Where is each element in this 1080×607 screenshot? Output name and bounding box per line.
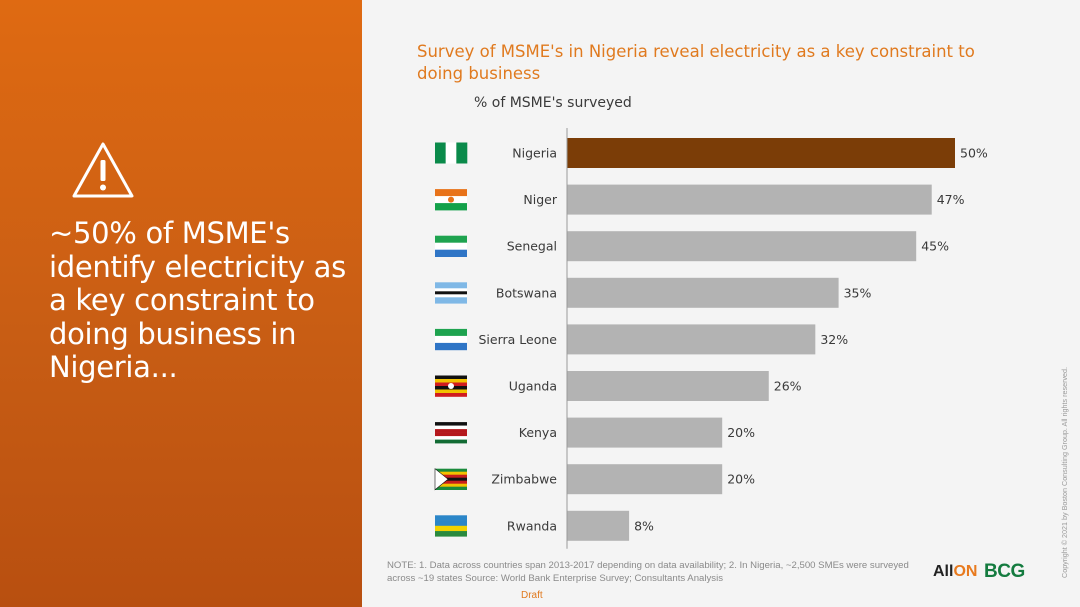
chart-subtitle: % of MSME's surveyed: [474, 95, 632, 111]
category-label: Niger: [523, 192, 557, 207]
flag-icon: [435, 142, 468, 164]
data-label: 26%: [774, 379, 802, 394]
flag-icon: [435, 328, 467, 351]
flag-icon: [434, 468, 467, 491]
bar-chart: Nigeria 50% Niger 47% Senegal 45% Botswana 35% S…: [434, 128, 988, 549]
footnote: NOTE: 1. Data across countries span 2013…: [387, 560, 909, 584]
headline: ~50% of MSME's identify electricity as a…: [49, 216, 346, 384]
data-label: 8%: [634, 518, 654, 533]
bar: [567, 417, 723, 448]
category-label: Nigeria: [512, 146, 557, 161]
flag-icon: [435, 189, 467, 211]
data-label: 35%: [844, 285, 872, 300]
copyright-text: Copyright © 2021 by Boston Consulting Gr…: [1060, 366, 1069, 578]
bar: [567, 138, 955, 168]
left-panel: ~50% of MSME's identify electricity as a…: [0, 0, 362, 607]
bar: [567, 464, 723, 495]
allon-logo: AllON: [933, 563, 978, 580]
bar: [567, 231, 917, 262]
bar: [567, 371, 769, 401]
data-label: 50%: [960, 146, 988, 161]
warning-triangle-icon: [72, 142, 134, 198]
data-label: 20%: [727, 425, 755, 440]
draft-label: Draft: [521, 590, 543, 601]
data-label: 20%: [727, 472, 755, 487]
data-label: 45%: [921, 239, 949, 254]
category-label: Sierra Leone: [479, 332, 558, 347]
category-label: Uganda: [509, 379, 557, 394]
data-label: 32%: [820, 332, 848, 347]
bar: [567, 184, 932, 215]
flag-icon: [435, 235, 467, 257]
category-label: Rwanda: [507, 518, 557, 533]
bcg-logo: BCG: [984, 561, 1025, 582]
bar: [567, 277, 839, 308]
flag-icon: [435, 515, 467, 537]
flag-icon: [435, 375, 467, 397]
bar: [567, 324, 816, 355]
chart-title: Survey of MSME's in Nigeria reveal elect…: [417, 42, 975, 83]
bar: [567, 510, 630, 541]
flag-icon: [435, 422, 467, 444]
category-label: Zimbabwe: [491, 472, 557, 487]
flag-icon: [435, 282, 467, 304]
category-label: Kenya: [519, 425, 557, 440]
category-label: Senegal: [507, 239, 557, 254]
category-label: Botswana: [496, 285, 557, 300]
data-label: 47%: [937, 192, 965, 207]
